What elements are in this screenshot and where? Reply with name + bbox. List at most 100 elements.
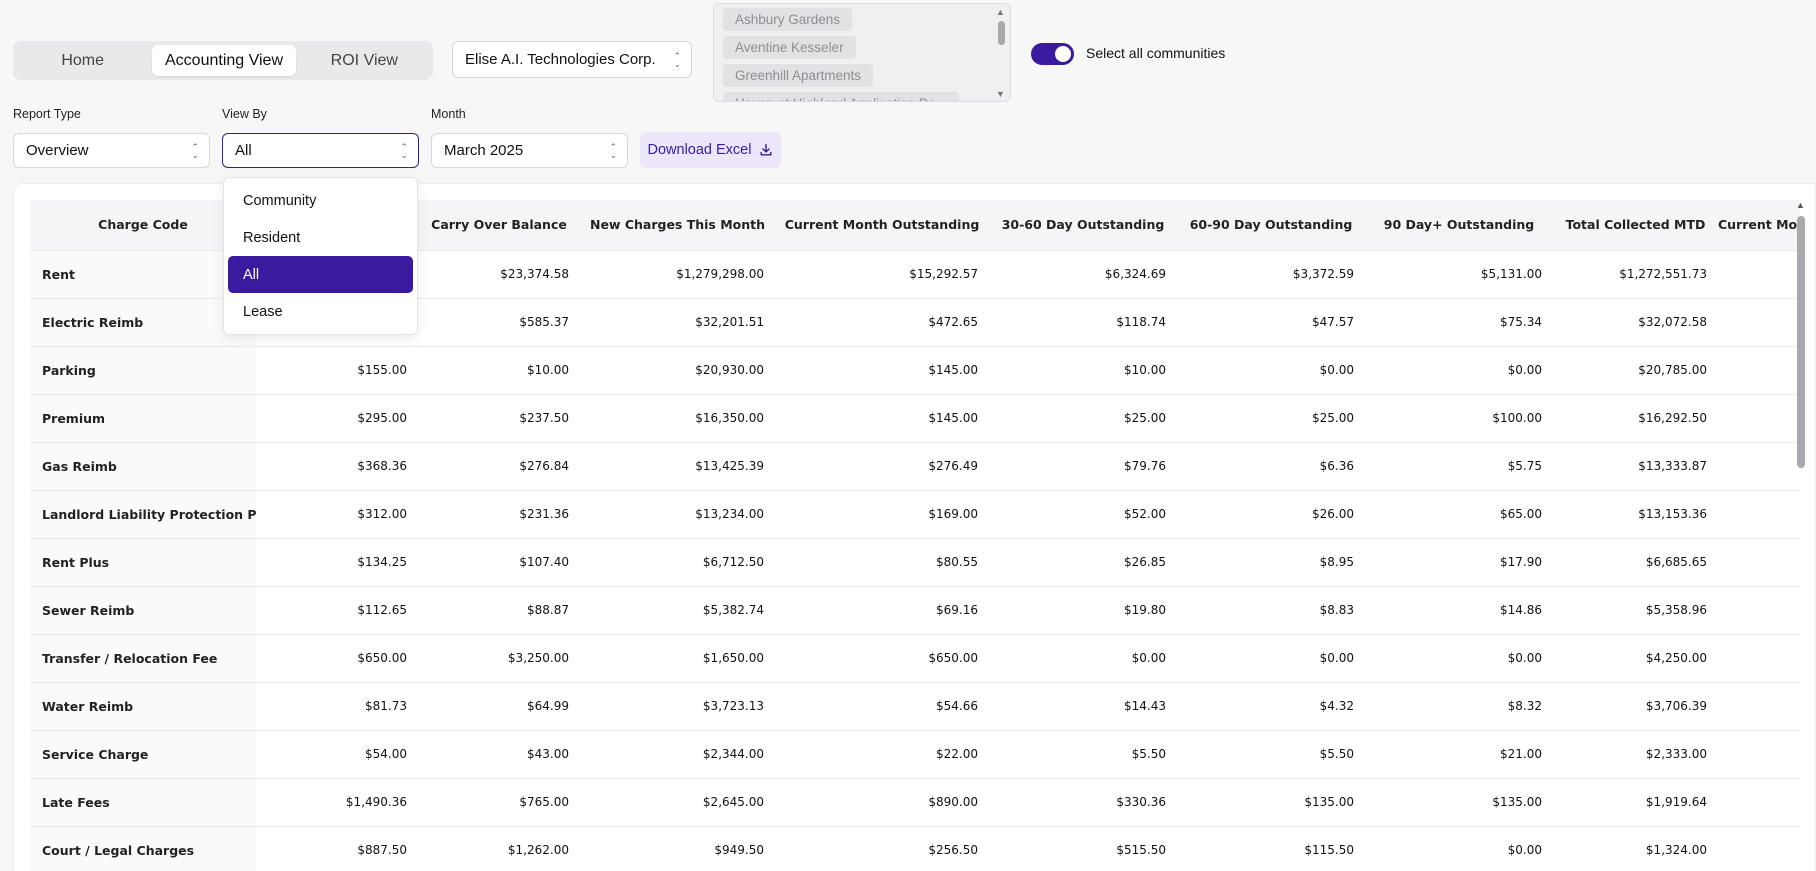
charge-code-cell: Court / Legal Charges bbox=[30, 825, 256, 871]
company-select-value: Elise A.I. Technologies Corp. bbox=[465, 51, 656, 68]
scroll-up-icon[interactable]: ▲ bbox=[996, 7, 1005, 17]
table-row: Electric Reimb $585.37 $32,201.51 $472.65 $1… bbox=[30, 297, 1800, 346]
communities-list[interactable]: Ashbury Gardens Aventine Kesseler Greenhil… bbox=[713, 3, 1011, 102]
community-chip[interactable]: Aventine Kesseler bbox=[723, 36, 856, 59]
company-select[interactable]: Elise A.I. Technologies Corp. ⌃ ⌄ bbox=[452, 41, 692, 78]
view-by-option-lease[interactable]: Lease bbox=[243, 303, 283, 320]
scroll-thumb[interactable] bbox=[1797, 216, 1805, 468]
report-type-select[interactable]: Overview ⌃ ⌄ bbox=[13, 133, 210, 168]
table-cell bbox=[1718, 585, 1800, 634]
table-cell: $80.55 bbox=[775, 537, 989, 586]
table-cell: $650.00 bbox=[256, 633, 418, 682]
table-cell: $3,706.39 bbox=[1553, 681, 1718, 730]
charge-code-cell: Transfer / Relocation Fee bbox=[30, 633, 256, 682]
download-excel-button[interactable]: Download Excel bbox=[640, 132, 781, 168]
table-cell: $135.00 bbox=[1177, 777, 1365, 826]
table-cell: $64.99 bbox=[418, 681, 580, 730]
table-cell: $20,785.00 bbox=[1553, 345, 1718, 394]
tab-home[interactable]: Home bbox=[61, 51, 105, 69]
table-cell: $368.36 bbox=[256, 441, 418, 490]
table-cell: $6,685.65 bbox=[1553, 537, 1718, 586]
column-header[interactable]: Current Month Outstanding bbox=[784, 217, 980, 233]
table-cell: $19.80 bbox=[989, 585, 1177, 634]
table-cell bbox=[1718, 681, 1800, 730]
table-cell: $79.76 bbox=[989, 441, 1177, 490]
column-header[interactable]: Carry Over Balance bbox=[431, 217, 567, 233]
table-cell: $4,250.00 bbox=[1553, 633, 1718, 682]
table-cell: $650.00 bbox=[775, 633, 989, 682]
table-cell bbox=[1718, 441, 1800, 490]
table-cell: $276.49 bbox=[775, 441, 989, 490]
table-cell: $23,374.58 bbox=[418, 249, 580, 298]
table-cell bbox=[1718, 489, 1800, 538]
tab-roi-view[interactable]: ROI View bbox=[330, 51, 398, 69]
scroll-up-icon[interactable]: ▲ bbox=[1796, 200, 1805, 210]
table-cell: $5,131.00 bbox=[1365, 249, 1553, 298]
column-header[interactable]: Charge Code bbox=[98, 217, 188, 233]
community-chip[interactable]: Ashbury Gardens bbox=[723, 8, 853, 31]
table-cell: $2,645.00 bbox=[580, 777, 775, 826]
table-row: Gas Reimb $368.36 $276.84 $13,425.39 $276.49… bbox=[30, 441, 1800, 490]
table-cell: $13,153.36 bbox=[1553, 489, 1718, 538]
charge-code-cell: Late Fees bbox=[30, 777, 256, 826]
view-by-select[interactable]: All ⌃ ⌄ bbox=[222, 133, 419, 168]
view-by-value: All bbox=[235, 142, 252, 159]
scroll-down-icon[interactable]: ▼ bbox=[996, 89, 1005, 99]
table-cell: $107.40 bbox=[418, 537, 580, 586]
view-tabs: Home Accounting View ROI View bbox=[13, 41, 433, 80]
table-cell: $25.00 bbox=[989, 393, 1177, 442]
community-chip[interactable]: Greenhill Apartments bbox=[723, 64, 874, 87]
table-cell: $6,324.69 bbox=[989, 249, 1177, 298]
table-cell: $585.37 bbox=[418, 297, 580, 346]
table-cell: $16,350.00 bbox=[580, 393, 775, 442]
table-cell: $3,723.13 bbox=[580, 681, 775, 730]
column-header[interactable]: 60-90 Day Outstanding bbox=[1189, 217, 1353, 233]
table-cell: $1,650.00 bbox=[580, 633, 775, 682]
table-cell: $1,324.00 bbox=[1553, 825, 1718, 871]
table-cell: $14.86 bbox=[1365, 585, 1553, 634]
table-cell: $21.00 bbox=[1365, 729, 1553, 778]
community-chip[interactable]: Haven at Highland Application De... bbox=[723, 92, 960, 101]
table-cell: $312.00 bbox=[256, 489, 418, 538]
table-cell: $118.74 bbox=[989, 297, 1177, 346]
download-icon bbox=[760, 144, 772, 156]
table-cell: $13,333.87 bbox=[1553, 441, 1718, 490]
table-cell: $1,919.64 bbox=[1553, 777, 1718, 826]
table-cell: $115.50 bbox=[1177, 825, 1365, 871]
table-cell: $0.00 bbox=[1365, 825, 1553, 871]
table-row: Transfer / Relocation Fee $650.00 $3,250.0… bbox=[30, 633, 1800, 682]
table-cell: $8.83 bbox=[1177, 585, 1365, 634]
table-cell bbox=[1718, 729, 1800, 778]
tab-accounting-view[interactable]: Accounting View bbox=[152, 45, 296, 76]
view-by-option-community[interactable]: Community bbox=[243, 192, 317, 209]
table-cell: $890.00 bbox=[775, 777, 989, 826]
column-header[interactable]: Total Collected MTD bbox=[1565, 217, 1706, 233]
column-header[interactable]: 30-60 Day Outstanding bbox=[1001, 217, 1165, 233]
table-cell: $22.00 bbox=[775, 729, 989, 778]
table-cell: $8.95 bbox=[1177, 537, 1365, 586]
table-cell: $5.75 bbox=[1365, 441, 1553, 490]
table-vertical-scrollbar[interactable]: ▲ bbox=[1795, 200, 1807, 871]
select-all-toggle[interactable] bbox=[1031, 43, 1074, 65]
view-by-option-all[interactable]: All bbox=[228, 256, 413, 293]
month-select[interactable]: March 2025 ⌃ ⌄ bbox=[431, 133, 628, 168]
table-cell: $81.73 bbox=[256, 681, 418, 730]
table-cell: $25.00 bbox=[1177, 393, 1365, 442]
table-cell: $112.65 bbox=[256, 585, 418, 634]
communities-scrollbar[interactable]: ▲ ▼ bbox=[994, 5, 1009, 100]
table-cell: $13,234.00 bbox=[580, 489, 775, 538]
table-cell: $145.00 bbox=[775, 345, 989, 394]
column-header[interactable]: New Charges This Month bbox=[589, 217, 766, 233]
scroll-thumb[interactable] bbox=[998, 21, 1005, 45]
table-cell: $155.00 bbox=[256, 345, 418, 394]
table-cell: $1,272,551.73 bbox=[1553, 249, 1718, 298]
table-cell: $134.25 bbox=[256, 537, 418, 586]
view-by-option-resident[interactable]: Resident bbox=[243, 229, 301, 246]
table-cell: $20,930.00 bbox=[580, 345, 775, 394]
column-header[interactable]: 90 Day+ Outstanding bbox=[1383, 217, 1535, 233]
table-cell bbox=[1718, 777, 1800, 826]
column-header[interactable]: Current Month bbox=[1718, 217, 1800, 233]
charge-code-cell: Rent Plus bbox=[30, 537, 256, 586]
table-cell: $2,344.00 bbox=[580, 729, 775, 778]
charge-code-cell: Premium bbox=[30, 393, 256, 442]
